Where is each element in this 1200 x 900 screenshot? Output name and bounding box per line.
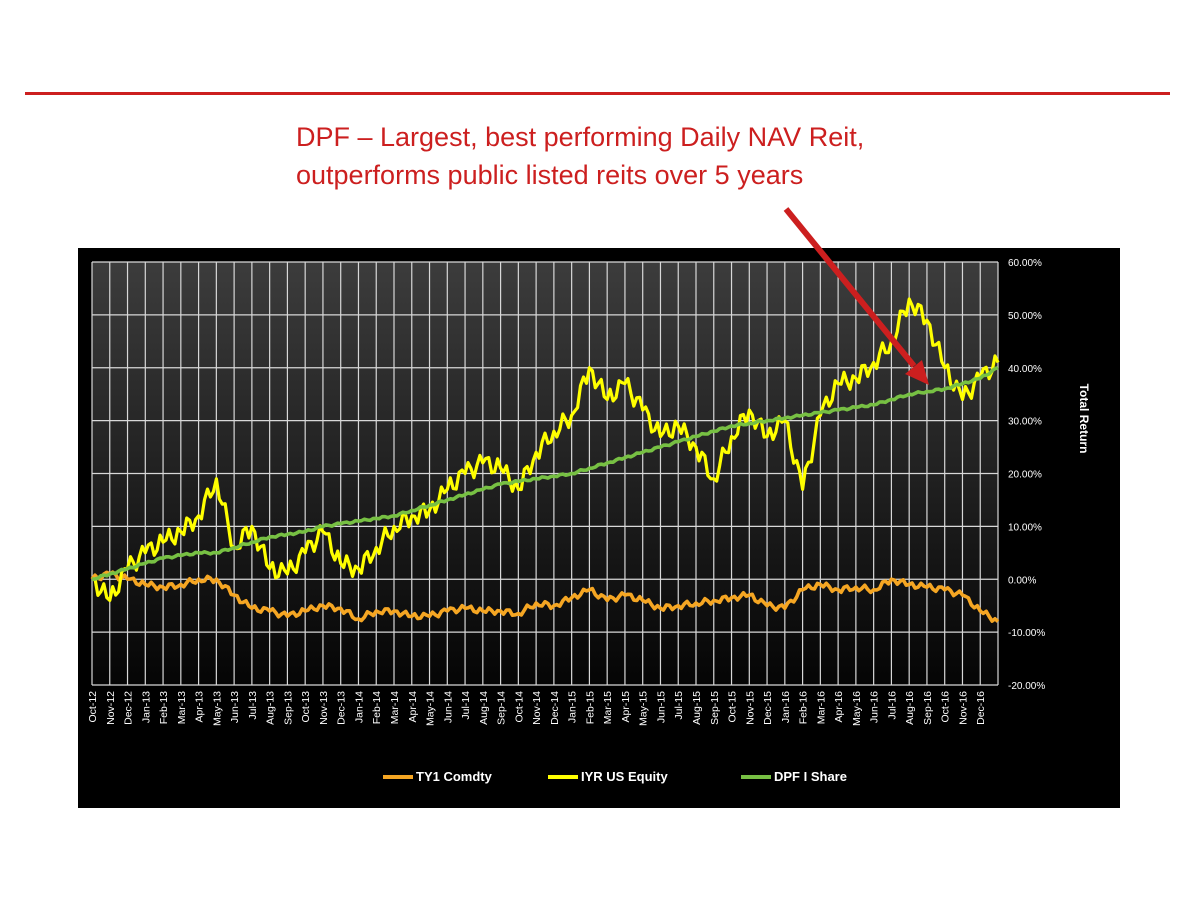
series-line-dpf-i-share	[91, 365, 999, 581]
x-tick-label: Mar-16	[815, 691, 827, 724]
x-tick-label: Apr-16	[833, 691, 845, 723]
x-tick-label: Oct-16	[940, 691, 952, 723]
x-tick-label: Jul-13	[247, 691, 259, 720]
x-tick-label: Jun-16	[869, 691, 881, 723]
x-tick-label: Dec-14	[549, 691, 561, 725]
x-tick-label: Jul-16	[886, 691, 898, 720]
x-tick-label: Aug-13	[265, 691, 277, 725]
x-tick-label: Mar-14	[389, 691, 401, 724]
y-tick-label: 50.00%	[1008, 311, 1042, 322]
y-tick-label: 60.00%	[1008, 258, 1042, 269]
y-tick-label: -20.00%	[1008, 681, 1045, 692]
legend-label: DPF I Share	[774, 769, 847, 784]
x-tick-label: Jan-15	[567, 691, 579, 723]
x-tick-label: May-16	[851, 691, 863, 726]
x-tick-label: May-15	[638, 691, 650, 726]
x-tick-label: May-13	[211, 691, 223, 726]
series-lines	[90, 297, 1000, 623]
x-tick-label: Mar-13	[176, 691, 188, 724]
x-tick-label: Jun-14	[442, 691, 454, 723]
x-tick-label: Jul-15	[673, 691, 685, 720]
y-tick-label: 40.00%	[1008, 364, 1042, 375]
x-tick-label: Apr-14	[407, 691, 419, 723]
annotation-line-1: DPF – Largest, best performing Daily NAV…	[296, 122, 865, 152]
x-tick-label: Jan-14	[353, 691, 365, 723]
legend-label: IYR US Equity	[581, 769, 668, 784]
x-tick-label: Sep-16	[922, 691, 934, 725]
y-tick-label: 10.00%	[1008, 522, 1042, 533]
title-rule	[25, 92, 1170, 95]
total-return-chart: 60.00% 50.00% 40.00% 30.00% 20.00% 10.00% 0.00…	[78, 248, 1120, 808]
x-tick-label: May-14	[425, 691, 437, 726]
x-tick-label: Jun-13	[229, 691, 241, 723]
x-tick-label: Oct-14	[513, 691, 525, 723]
y-tick-label: 30.00%	[1008, 417, 1042, 428]
legend-label: TY1 Comdty	[416, 769, 493, 784]
x-tick-label: Apr-15	[620, 691, 632, 723]
x-tick-label: Jun-15	[655, 691, 667, 723]
x-tick-labels: Oct-12 Nov-12 Dec-12 Jan-13 Feb-13 Mar-13 Apr-…	[87, 691, 987, 726]
series-line-iyr-us-equity	[91, 297, 1000, 602]
x-tick-label: Nov-12	[105, 691, 117, 725]
x-tick-label: Oct-15	[727, 691, 739, 723]
x-tick-label: Apr-13	[194, 691, 206, 723]
legend: TY1 Comdty IYR US Equity DPF I Share	[383, 769, 847, 784]
x-tick-label: Sep-14	[496, 691, 508, 725]
x-tick-label: Jan-16	[780, 691, 792, 723]
chart-annotation: DPF – Largest, best performing Daily NAV…	[296, 118, 1016, 194]
x-tick-label: Sep-13	[282, 691, 294, 725]
chart-panel: 60.00% 50.00% 40.00% 30.00% 20.00% 10.00% 0.00…	[78, 248, 1120, 808]
x-tick-label: Feb-14	[371, 691, 383, 724]
x-tick-label: Nov-15	[744, 691, 756, 725]
y-tick-labels: 60.00% 50.00% 40.00% 30.00% 20.00% 10.00% 0.00…	[1008, 258, 1045, 692]
y-tick-label: -10.00%	[1008, 628, 1045, 639]
x-tick-label: Aug-14	[478, 691, 490, 725]
x-tick-label: Dec-13	[336, 691, 348, 725]
x-tick-label: Feb-15	[584, 691, 596, 724]
x-tick-label: Sep-15	[709, 691, 721, 725]
x-tick-label: Jul-14	[460, 691, 472, 720]
y-axis-label: Total Return	[1077, 384, 1091, 454]
series-line-ty1-comdty	[90, 570, 1000, 623]
annotation-line-2: outperforms public listed reits over 5 y…	[296, 160, 804, 190]
x-tick-label: Oct-12	[87, 691, 99, 723]
x-tick-label: Aug-16	[904, 691, 916, 725]
x-tick-label: Dec-16	[975, 691, 987, 725]
x-tick-label: Nov-14	[531, 691, 543, 725]
x-tick-label: Aug-15	[691, 691, 703, 725]
x-tick-label: Dec-15	[762, 691, 774, 725]
x-tick-label: Dec-12	[123, 691, 135, 725]
x-tick-label: Jan-13	[140, 691, 152, 723]
x-tick-label: Nov-16	[957, 691, 969, 725]
x-tick-label: Oct-13	[300, 691, 312, 723]
y-tick-label: 0.00%	[1008, 575, 1036, 586]
x-tick-label: Mar-15	[602, 691, 614, 724]
x-tick-label: Nov-13	[318, 691, 330, 725]
x-tick-label: Feb-16	[798, 691, 810, 724]
y-tick-label: 20.00%	[1008, 470, 1042, 481]
x-tick-label: Feb-13	[158, 691, 170, 724]
